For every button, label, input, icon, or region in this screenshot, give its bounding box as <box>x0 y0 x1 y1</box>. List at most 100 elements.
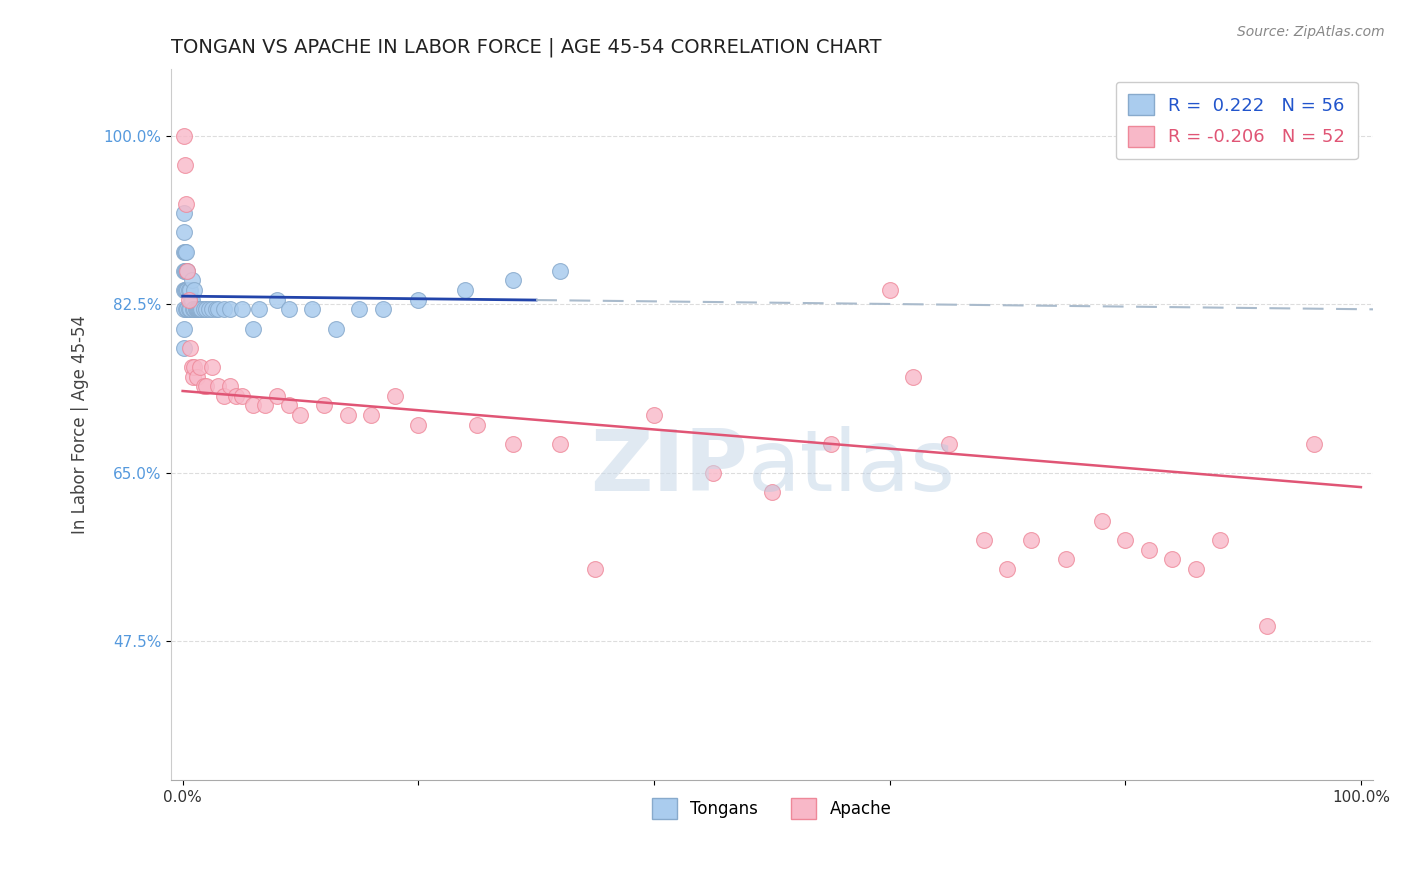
Point <box>301 302 323 317</box>
Point <box>176 264 198 278</box>
Point <box>187 302 209 317</box>
Point <box>1019 533 1042 547</box>
Point <box>938 437 960 451</box>
Point <box>643 408 665 422</box>
Point <box>188 302 211 317</box>
Point <box>190 302 212 317</box>
Point <box>207 302 229 317</box>
Point <box>1161 552 1184 566</box>
Point <box>195 302 218 317</box>
Point <box>254 398 277 412</box>
Text: ZIP: ZIP <box>591 425 748 508</box>
Point <box>174 302 197 317</box>
Point <box>702 466 724 480</box>
Y-axis label: In Labor Force | Age 45-54: In Labor Force | Age 45-54 <box>72 315 89 534</box>
Point <box>1256 619 1278 633</box>
Point <box>408 417 430 432</box>
Point <box>465 417 488 432</box>
Point <box>218 379 240 393</box>
Point <box>901 369 924 384</box>
Point <box>201 302 224 317</box>
Point <box>212 302 235 317</box>
Point <box>176 283 198 297</box>
Point <box>183 359 205 374</box>
Point <box>207 379 229 393</box>
Point <box>195 379 218 393</box>
Point <box>548 437 571 451</box>
Point <box>188 359 211 374</box>
Point <box>174 196 197 211</box>
Text: atlas: atlas <box>748 425 956 508</box>
Point <box>173 302 195 317</box>
Point <box>336 408 359 422</box>
Point <box>384 389 406 403</box>
Point <box>176 264 198 278</box>
Point <box>181 369 204 384</box>
Point <box>1137 542 1160 557</box>
Point <box>201 359 224 374</box>
Point <box>218 302 240 317</box>
Point <box>371 302 394 317</box>
Legend: Tongans, Apache: Tongans, Apache <box>645 792 898 825</box>
Point <box>277 302 299 317</box>
Point <box>179 341 201 355</box>
Point <box>188 302 211 317</box>
Point <box>174 283 197 297</box>
Point <box>997 562 1019 576</box>
Point <box>174 158 197 172</box>
Point <box>247 302 270 317</box>
Point <box>1208 533 1230 547</box>
Point <box>583 562 606 576</box>
Point <box>1114 533 1136 547</box>
Text: Source: ZipAtlas.com: Source: ZipAtlas.com <box>1237 25 1385 39</box>
Point <box>174 244 197 259</box>
Point <box>290 408 312 422</box>
Point <box>193 302 215 317</box>
Point <box>179 283 201 297</box>
Point <box>177 302 200 317</box>
Point <box>173 283 195 297</box>
Point <box>181 273 204 287</box>
Point <box>325 321 347 335</box>
Point <box>174 264 197 278</box>
Point <box>174 264 197 278</box>
Point <box>173 244 195 259</box>
Text: TONGAN VS APACHE IN LABOR FORCE | AGE 45-54 CORRELATION CHART: TONGAN VS APACHE IN LABOR FORCE | AGE 45… <box>172 37 882 57</box>
Point <box>173 264 195 278</box>
Point <box>242 398 264 412</box>
Point <box>225 389 247 403</box>
Point <box>186 302 208 317</box>
Point <box>179 302 201 317</box>
Point <box>266 293 288 307</box>
Point <box>181 293 204 307</box>
Point <box>266 389 288 403</box>
Point <box>204 302 226 317</box>
Point <box>177 293 200 307</box>
Point <box>231 302 253 317</box>
Point <box>879 283 901 297</box>
Point <box>761 484 783 499</box>
Point <box>173 129 195 144</box>
Point <box>548 264 571 278</box>
Point <box>212 389 235 403</box>
Point <box>1185 562 1208 576</box>
Point <box>502 437 524 451</box>
Point <box>186 369 208 384</box>
Point <box>973 533 995 547</box>
Point <box>183 302 205 317</box>
Point <box>408 293 430 307</box>
Point <box>277 398 299 412</box>
Point <box>312 398 335 412</box>
Point <box>176 302 198 317</box>
Point <box>183 283 205 297</box>
Point <box>180 293 202 307</box>
Point <box>174 283 197 297</box>
Point <box>1302 437 1324 451</box>
Point <box>349 302 371 317</box>
Point <box>1054 552 1077 566</box>
Point <box>242 321 264 335</box>
Point <box>820 437 842 451</box>
Point <box>197 302 219 317</box>
Point <box>454 283 477 297</box>
Point <box>1091 514 1114 528</box>
